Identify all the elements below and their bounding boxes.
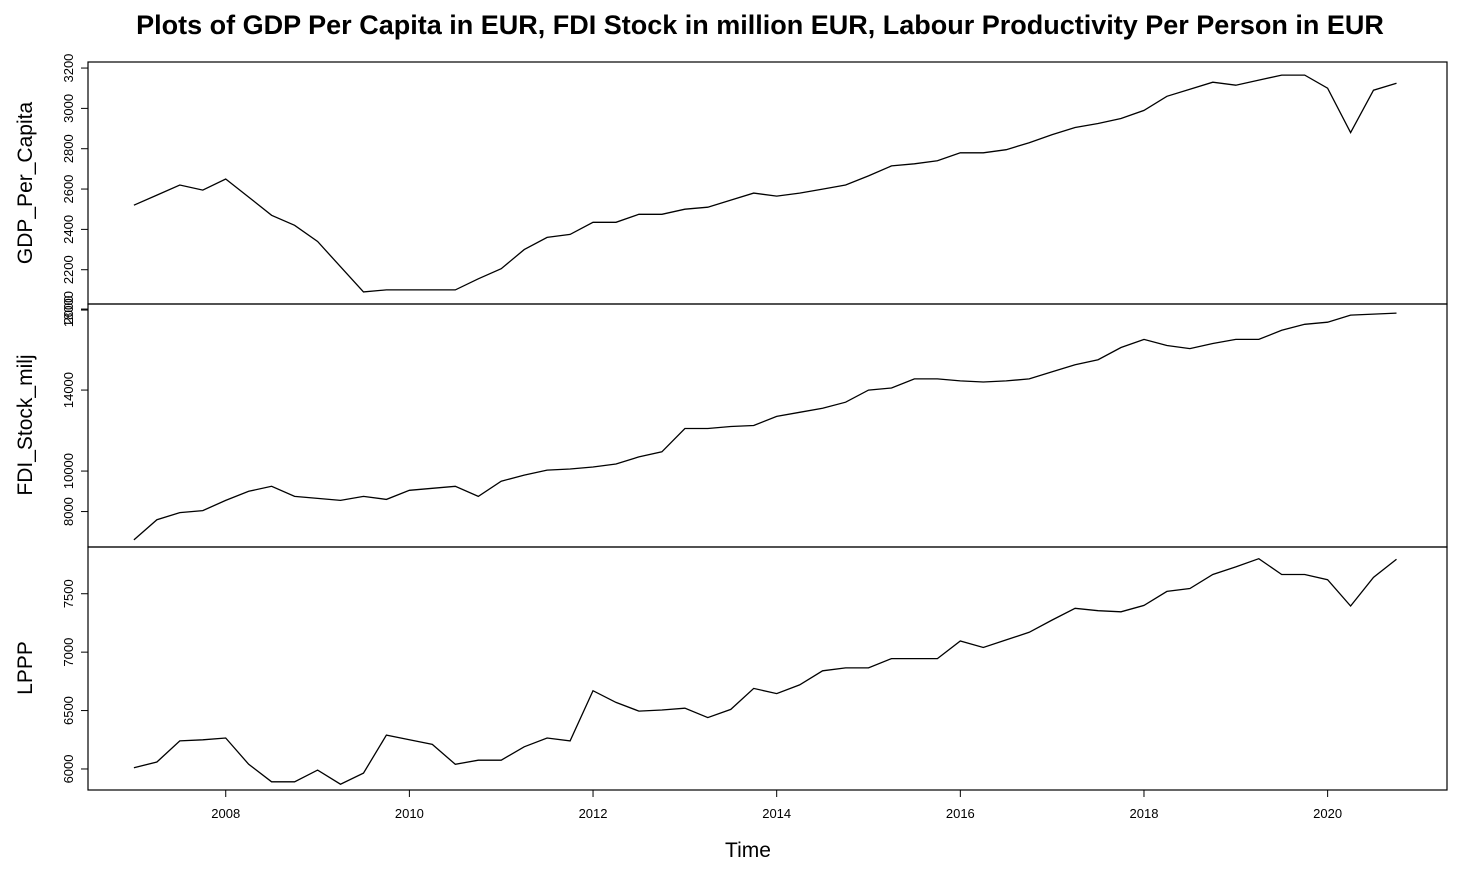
- panel-lppp: LPPP 6000 6500 7000 7500: [14, 546, 1448, 791]
- x-tick-label: 2016: [946, 806, 975, 821]
- series-line-fdi-stock: [133, 312, 1397, 541]
- panel-fdi-stock: FDI_Stock_milj 8000 10000 14000 18000: [14, 291, 1448, 548]
- y-axis-label: GDP_Per_Capita: [14, 102, 37, 265]
- x-axis-label: Time: [725, 839, 771, 862]
- chart-title: Plots of GDP Per Capita in EUR, FDI Stoc…: [136, 10, 1384, 40]
- y-tick-label: 2200: [61, 255, 76, 284]
- y-tick-label: 6000: [61, 755, 76, 784]
- y-tick-label: 2400: [61, 215, 76, 244]
- y-axis-label: FDI_Stock_milj: [14, 354, 37, 495]
- x-tick-label: 2014: [762, 806, 791, 821]
- y-tick-label: 3200: [61, 54, 76, 83]
- y-tick-label: 2800: [61, 134, 76, 163]
- x-axis: 2008 2010 2012 2014 2016 2018 2020: [211, 789, 1342, 821]
- y-axis-ticks: 6000 6500 7000 7500: [61, 579, 88, 783]
- series-line-gdp-per-capita: [133, 74, 1397, 293]
- series-line-lppp: [133, 557, 1397, 785]
- y-axis-ticks: 2000 2200 2400 2600 2800 3000 3200: [61, 54, 88, 325]
- y-tick-label: 10000: [61, 453, 76, 489]
- panel-gdp-per-capita: GDP_Per_Capita 2000 2200 2400 2600 2800 3000 3…: [14, 54, 1448, 325]
- x-tick-label: 2008: [211, 806, 240, 821]
- y-axis-label: LPPP: [14, 641, 37, 695]
- y-tick-label: 3000: [61, 94, 76, 123]
- y-tick-label: 7500: [61, 579, 76, 608]
- y-tick-label: 2000: [61, 296, 76, 325]
- panel-frame: [87, 303, 1448, 548]
- panel-frame: [87, 61, 1448, 305]
- x-tick-label: 2018: [1130, 806, 1159, 821]
- x-tick-label: 2010: [395, 806, 424, 821]
- y-tick-label: 6500: [61, 696, 76, 725]
- y-tick-label: 2600: [61, 175, 76, 204]
- panel-frame: [87, 546, 1448, 791]
- y-tick-label: 18000: [61, 291, 76, 327]
- y-tick-label: 7000: [61, 638, 76, 667]
- x-tick-label: 2020: [1313, 806, 1342, 821]
- y-tick-label: 14000: [61, 372, 76, 408]
- y-tick-label: 8000: [61, 497, 76, 526]
- x-tick-label: 2012: [579, 806, 608, 821]
- y-axis-ticks: 8000 10000 14000 18000: [61, 291, 88, 526]
